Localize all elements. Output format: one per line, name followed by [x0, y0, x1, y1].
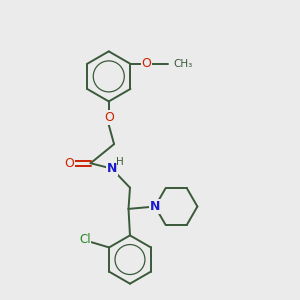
Text: O: O [64, 157, 74, 170]
Text: N: N [150, 200, 160, 213]
Text: Cl: Cl [79, 233, 91, 246]
Text: H: H [116, 157, 124, 167]
Text: O: O [142, 57, 152, 70]
Text: CH₃: CH₃ [173, 59, 192, 69]
Text: N: N [106, 162, 117, 175]
Text: O: O [104, 111, 114, 124]
